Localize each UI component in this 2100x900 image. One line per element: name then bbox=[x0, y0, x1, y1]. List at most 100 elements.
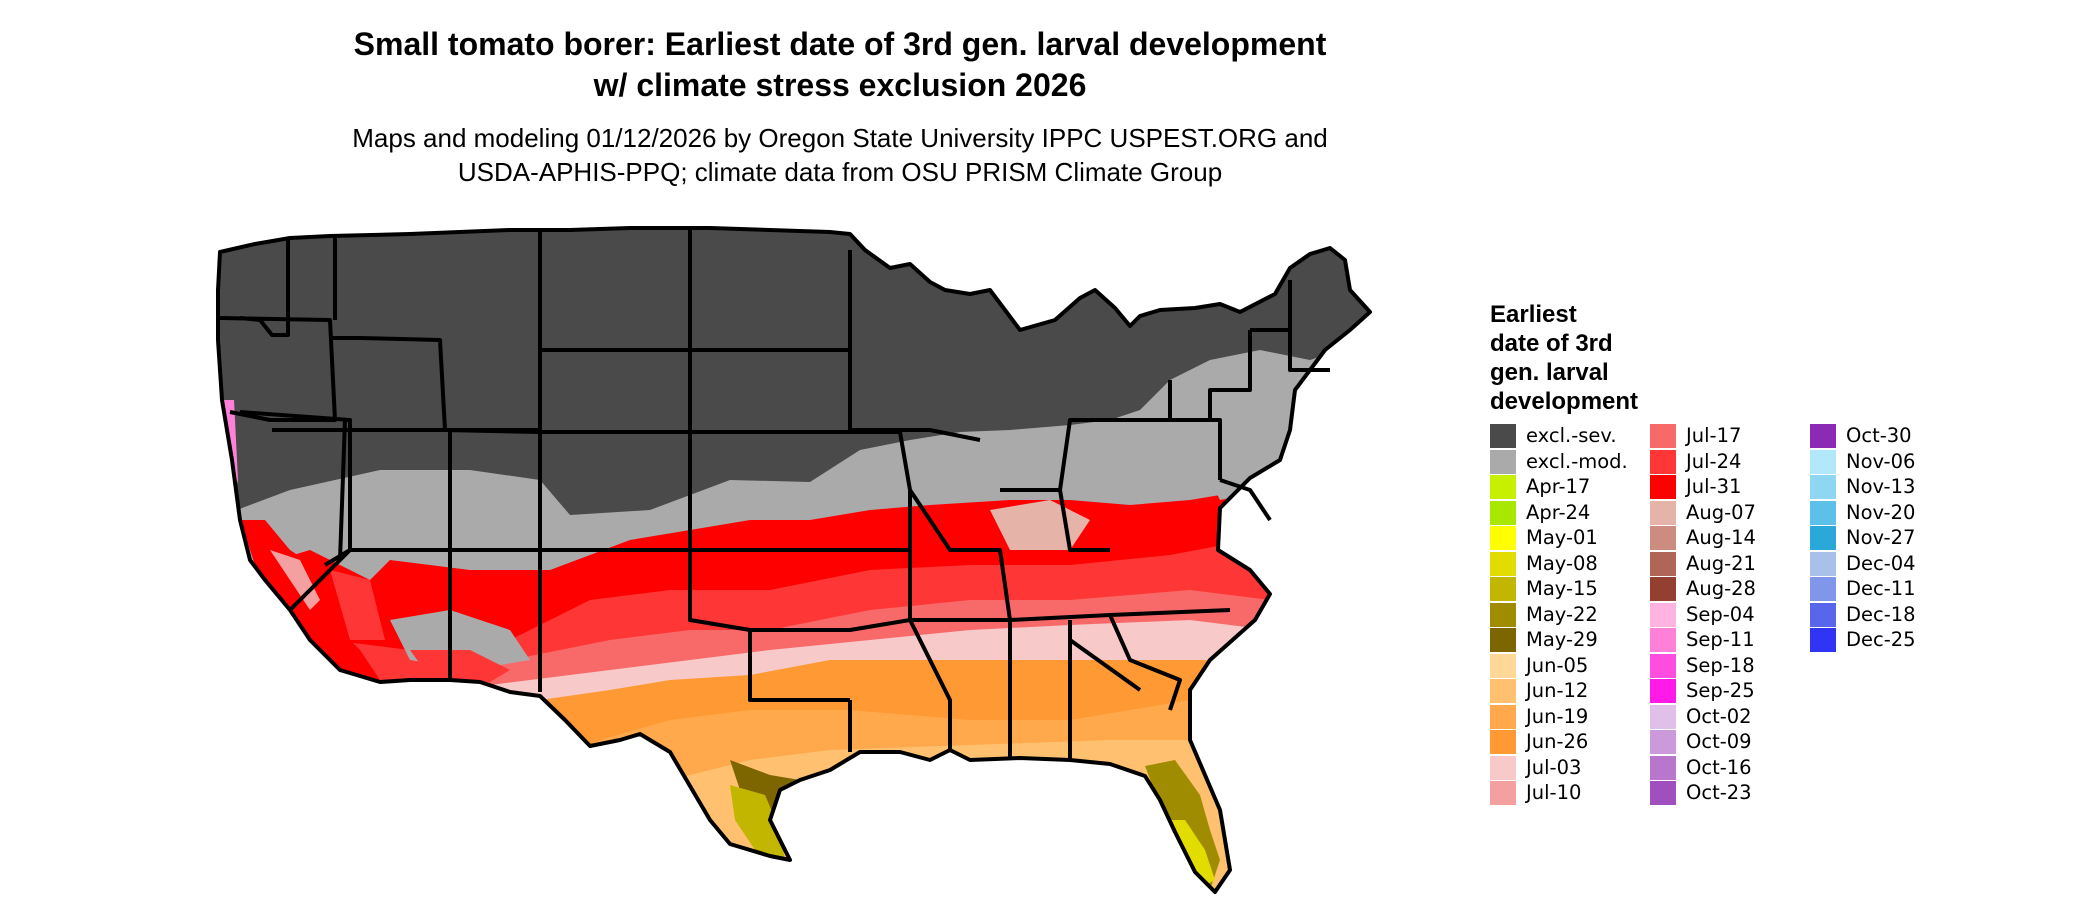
legend-label: Jul-10 bbox=[1526, 781, 1582, 804]
legend-label: Apr-24 bbox=[1526, 500, 1591, 524]
legend-item: Oct-16 bbox=[1650, 755, 1820, 782]
legend-swatch bbox=[1490, 424, 1516, 448]
legend-label: Jul-24 bbox=[1686, 449, 1742, 473]
legend-item: Oct-02 bbox=[1650, 704, 1820, 731]
legend-swatch bbox=[1650, 628, 1676, 652]
legend-label: Oct-02 bbox=[1686, 704, 1752, 728]
legend-swatch bbox=[1650, 653, 1676, 678]
legend-item: Jun-19 bbox=[1490, 704, 1660, 731]
legend-item: Nov-06 bbox=[1810, 449, 1980, 476]
legend-swatch bbox=[1810, 449, 1836, 474]
legend-title-line: gen. larval bbox=[1490, 359, 1609, 386]
title-line-2: w/ climate stress exclusion 2026 bbox=[593, 67, 1087, 103]
legend-label: Dec-25 bbox=[1846, 628, 1916, 651]
legend-label: May-29 bbox=[1526, 628, 1598, 651]
legend-swatch bbox=[1490, 679, 1516, 703]
legend-item: Jul-17 bbox=[1650, 424, 1820, 450]
legend-label: Aug-21 bbox=[1686, 551, 1756, 575]
legend-label: excl.-sev. bbox=[1526, 424, 1617, 447]
state-borders bbox=[216, 226, 1372, 894]
legend-swatch bbox=[1810, 577, 1836, 601]
legend-label: Aug-14 bbox=[1686, 526, 1756, 549]
legend-item: Aug-14 bbox=[1650, 526, 1820, 552]
legend-item: Sep-18 bbox=[1650, 653, 1820, 680]
legend-title-line: Earliest bbox=[1490, 301, 1577, 328]
legend-swatch bbox=[1490, 781, 1516, 805]
legend-item: Aug-28 bbox=[1650, 577, 1820, 603]
legend-label: Nov-20 bbox=[1846, 500, 1916, 524]
legend-label: Aug-07 bbox=[1686, 500, 1756, 524]
legend-swatch bbox=[1650, 577, 1676, 601]
legend-swatch bbox=[1490, 704, 1516, 729]
legend-swatch bbox=[1810, 602, 1836, 627]
legend-title: Earliest date of 3rd gen. larval develop… bbox=[1490, 300, 1690, 416]
legend-item: Aug-21 bbox=[1650, 551, 1820, 578]
legend-label: May-22 bbox=[1526, 602, 1598, 626]
legend-item: May-08 bbox=[1490, 551, 1660, 578]
legend-label: Nov-27 bbox=[1846, 526, 1916, 549]
legend-item: Dec-04 bbox=[1810, 551, 1980, 578]
legend-swatch bbox=[1490, 730, 1516, 754]
legend-item: May-29 bbox=[1490, 628, 1660, 654]
legend-label: Apr-17 bbox=[1526, 475, 1591, 498]
legend-label: Jul-17 bbox=[1686, 424, 1742, 447]
legend-swatch bbox=[1650, 424, 1676, 448]
legend-item: Oct-30 bbox=[1810, 424, 1980, 450]
legend-swatch bbox=[1810, 500, 1836, 525]
legend-swatch bbox=[1650, 526, 1676, 550]
legend-item: Aug-07 bbox=[1650, 500, 1820, 527]
legend-swatch bbox=[1490, 551, 1516, 576]
legend-item: Apr-24 bbox=[1490, 500, 1660, 527]
legend-label: Oct-30 bbox=[1846, 424, 1912, 447]
legend-swatch bbox=[1490, 628, 1516, 652]
legend-item: Oct-09 bbox=[1650, 730, 1820, 756]
legend-label: Oct-09 bbox=[1686, 730, 1752, 753]
legend-label: Jun-19 bbox=[1526, 704, 1589, 728]
legend-label: excl.-mod. bbox=[1526, 449, 1628, 473]
legend-item: Dec-18 bbox=[1810, 602, 1980, 629]
legend-item: Nov-20 bbox=[1810, 500, 1980, 527]
legend-label: Dec-04 bbox=[1846, 551, 1916, 575]
title-line-1: Small tomato borer: Earliest date of 3rd… bbox=[353, 26, 1327, 62]
legend-swatch bbox=[1810, 551, 1836, 576]
legend-label: Sep-25 bbox=[1686, 679, 1755, 702]
legend-label: Jun-05 bbox=[1526, 653, 1589, 677]
legend-swatch bbox=[1810, 526, 1836, 550]
legend-swatch bbox=[1650, 500, 1676, 525]
subtitle-line-1: Maps and modeling 01/12/2026 by Oregon S… bbox=[352, 123, 1328, 153]
legend-item: Jun-26 bbox=[1490, 730, 1660, 756]
legend-swatch bbox=[1650, 449, 1676, 474]
legend-label: Sep-04 bbox=[1686, 602, 1755, 626]
legend-item: May-22 bbox=[1490, 602, 1660, 629]
legend-swatch bbox=[1650, 602, 1676, 627]
legend-item: May-01 bbox=[1490, 526, 1660, 552]
legend-label: Nov-06 bbox=[1846, 449, 1916, 473]
legend-title-line: development bbox=[1490, 388, 1639, 415]
legend-label: Jun-12 bbox=[1526, 679, 1589, 702]
legend-item: Jun-05 bbox=[1490, 653, 1660, 680]
legend-swatch bbox=[1490, 500, 1516, 525]
legend-swatch bbox=[1490, 475, 1516, 499]
map-region-nevada-red bbox=[330, 570, 385, 640]
legend-swatch bbox=[1650, 781, 1676, 805]
legend-item: Dec-25 bbox=[1810, 628, 1980, 654]
legend-swatch bbox=[1650, 551, 1676, 576]
subtitle-line-2: USDA-APHIS-PPQ; climate data from OSU PR… bbox=[457, 157, 1223, 187]
legend-label: Nov-13 bbox=[1846, 475, 1916, 498]
legend-item: Nov-13 bbox=[1810, 475, 1980, 501]
legend-label: Jun-26 bbox=[1526, 730, 1589, 753]
map-fill-layers bbox=[218, 228, 1370, 892]
map-region-may15 bbox=[730, 785, 785, 860]
legend-item: excl.-sev. bbox=[1490, 424, 1660, 450]
legend-item: Dec-11 bbox=[1810, 577, 1980, 603]
legend-swatch bbox=[1810, 475, 1836, 499]
legend-item: Sep-04 bbox=[1650, 602, 1820, 629]
legend-label: Sep-18 bbox=[1686, 653, 1755, 677]
legend-label: Dec-11 bbox=[1846, 577, 1916, 600]
legend-swatch bbox=[1810, 424, 1836, 448]
map-subtitle: Maps and modeling 01/12/2026 by Oregon S… bbox=[240, 121, 1440, 189]
legend-item: Sep-11 bbox=[1650, 628, 1820, 654]
legend-swatch bbox=[1650, 679, 1676, 703]
legend-swatch bbox=[1490, 755, 1516, 780]
legend-swatch bbox=[1490, 449, 1516, 474]
